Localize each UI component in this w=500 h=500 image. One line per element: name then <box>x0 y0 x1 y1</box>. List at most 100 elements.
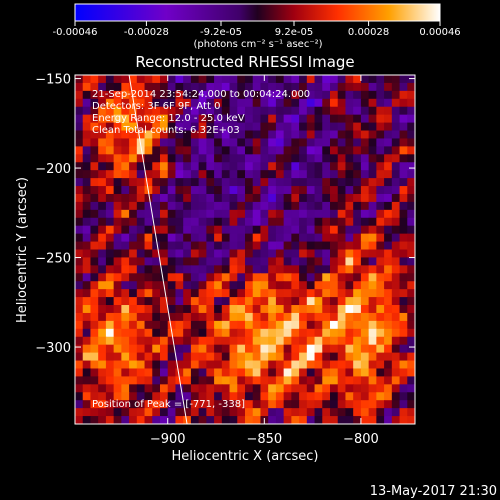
heatmap-cell <box>376 249 385 259</box>
heatmap-cell <box>129 75 138 84</box>
colorbar-tick-label: -0.00046 <box>53 27 98 38</box>
heatmap-cell <box>152 178 161 187</box>
heatmap-cell <box>252 217 262 227</box>
heatmap-cell <box>214 209 223 219</box>
heatmap-cell <box>299 75 308 84</box>
heatmap-cell <box>322 408 331 417</box>
heatmap-cell <box>337 82 347 92</box>
heatmap-cell <box>391 249 401 259</box>
y-tick-label: −200 <box>35 162 71 177</box>
heatmap-cell <box>268 297 277 306</box>
heatmap-cell <box>353 154 362 163</box>
heatmap-cell <box>299 249 308 259</box>
heatmap-cell <box>384 178 393 187</box>
heatmap-cell <box>105 336 115 346</box>
heatmap-cell <box>291 249 300 259</box>
heatmap-cell <box>345 376 354 385</box>
heatmap-cell <box>399 225 408 235</box>
heatmap-cell <box>345 138 354 147</box>
heatmap-cell <box>399 154 408 163</box>
heatmap-cell <box>330 82 339 92</box>
heatmap-cell <box>368 344 377 354</box>
heatmap-cell <box>98 130 107 140</box>
heatmap-cell <box>391 209 401 219</box>
heatmap-cell <box>198 352 207 362</box>
heatmap-cell <box>330 368 339 378</box>
heatmap-cell <box>237 90 246 100</box>
heatmap-cell <box>160 320 169 330</box>
heatmap-cell <box>90 217 99 227</box>
heatmap-cell <box>275 241 285 251</box>
heatmap-cell <box>90 209 99 219</box>
heatmap-cell <box>252 98 262 108</box>
heatmap-cell <box>160 146 169 155</box>
heatmap-cell <box>237 289 246 298</box>
heatmap-cell <box>144 146 153 155</box>
heatmap-cell <box>330 305 339 314</box>
heatmap-cell <box>144 384 153 393</box>
heatmap-cell <box>229 392 238 401</box>
heatmap-cell <box>252 416 262 424</box>
heatmap-cell <box>113 400 122 409</box>
heatmap-cell <box>136 170 146 179</box>
heatmap-cell <box>237 170 246 179</box>
heatmap-cell <box>90 241 99 251</box>
heatmap-cell <box>376 178 385 187</box>
heatmap-cell <box>314 201 323 211</box>
heatmap-cell <box>376 273 385 282</box>
heatmap-cell <box>167 225 177 235</box>
heatmap-cell <box>113 114 122 124</box>
heatmap-cell <box>237 146 246 155</box>
heatmap-cell <box>198 122 207 132</box>
heatmap-cell <box>198 312 207 322</box>
heatmap-cell <box>337 241 347 251</box>
heatmap-cell <box>314 178 323 187</box>
heatmap-cell <box>206 114 215 124</box>
heatmap-cell <box>121 114 130 124</box>
heatmap-cell <box>190 368 200 378</box>
heatmap-cell <box>314 297 323 306</box>
heatmap-cell <box>113 146 122 155</box>
heatmap-cell <box>221 336 231 346</box>
heatmap-cell <box>105 281 115 290</box>
heatmap-cell <box>198 336 207 346</box>
heatmap-cell <box>105 170 115 179</box>
heatmap-cell <box>283 305 292 314</box>
heatmap-cell <box>121 360 130 370</box>
heatmap-cell <box>291 201 300 211</box>
heatmap-cell <box>167 257 177 266</box>
heatmap-cell <box>167 305 177 314</box>
heatmap-cell <box>299 146 308 155</box>
heatmap-cell <box>314 233 323 243</box>
heatmap-cell <box>407 154 415 163</box>
heatmap-cell <box>268 344 277 354</box>
heatmap-cell <box>221 344 231 354</box>
heatmap-cell <box>330 114 339 124</box>
heatmap-cell <box>299 352 308 362</box>
heatmap-cell <box>260 225 269 235</box>
heatmap-cell <box>221 186 231 195</box>
heatmap-cell <box>268 265 277 274</box>
heatmap-cell <box>275 233 285 243</box>
heatmap-cell <box>129 281 138 290</box>
heatmap-cell <box>237 201 246 211</box>
heatmap-cell <box>260 312 269 322</box>
heatmap-cell <box>221 320 231 330</box>
heatmap-cell <box>306 360 316 370</box>
heatmap-cell <box>368 146 377 155</box>
heatmap-cell <box>144 416 153 424</box>
heatmap-cell <box>291 328 300 338</box>
heatmap-cell <box>183 352 192 362</box>
heatmap-cell <box>314 82 323 92</box>
heatmap-cell <box>353 193 362 203</box>
heatmap-cell <box>306 225 316 235</box>
heatmap-cell <box>198 114 207 124</box>
heatmap-cell <box>105 408 115 417</box>
heatmap-cell <box>391 400 401 409</box>
heatmap-cell <box>345 312 354 322</box>
heatmap-cell <box>399 146 408 155</box>
heatmap-cell <box>160 162 169 171</box>
heatmap-cell <box>113 249 122 259</box>
heatmap-cell <box>82 352 92 362</box>
heatmap-cell <box>214 376 223 385</box>
